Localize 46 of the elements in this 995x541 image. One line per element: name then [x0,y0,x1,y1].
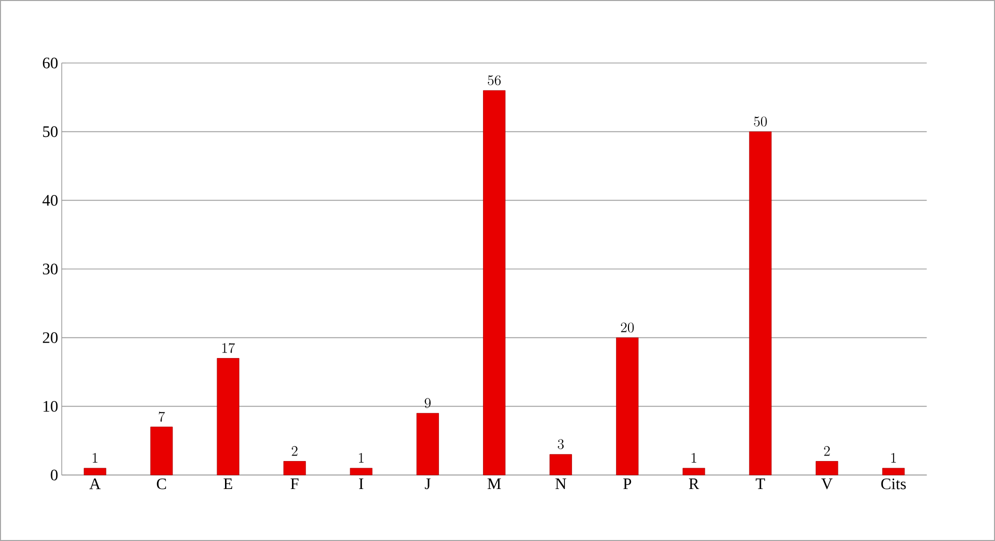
data-label: 1 [891,453,896,463]
data-label: 2 [824,446,830,456]
x-tick-label: C [156,478,166,490]
bar [216,358,240,476]
data-label: 9 [424,398,431,408]
x-tick-label: Cits [881,478,906,490]
bar [150,426,173,476]
data-label: 20 [620,322,634,332]
x-tick-label: V [821,478,833,490]
x-tick-label: A [89,478,101,490]
x-tick-label: P [623,478,632,490]
y-tick-label: 50 [43,126,58,138]
data-label: 3 [558,439,564,450]
y-tick-label: 10 [44,400,58,412]
x-tick-label: J [424,478,430,490]
data-label: 2 [292,446,298,456]
data-label: 1 [92,453,98,463]
bar [84,468,106,476]
bar [483,90,506,476]
y-tick-label: 40 [42,194,58,206]
data-label: 1 [692,453,696,463]
y-tick-label: 60 [42,58,58,68]
bar [749,131,772,476]
bar [283,461,306,476]
data-label: 50 [754,116,767,126]
y-tick-label: 20 [42,332,58,344]
bar [616,337,639,476]
x-tick-label: R [688,478,700,490]
data-label: 7 [158,412,165,422]
bar [882,468,905,476]
x-tick-label: E [224,478,232,490]
bar [816,461,838,476]
x-tick-label: I [359,478,364,490]
data-label: 1 [358,453,364,463]
bar [350,468,372,476]
y-tick-label: 30 [42,264,58,274]
data-label: 56 [488,75,501,86]
x-tick-label: M [488,478,501,490]
bar [416,413,439,476]
bar [682,468,706,476]
y-tick-label: 0 [50,470,58,480]
data-label: 17 [222,342,235,354]
x-tick-label: N [555,478,566,490]
bar [550,454,572,476]
x-tick-label: T [756,478,766,490]
x-tick-label: F [290,478,298,490]
